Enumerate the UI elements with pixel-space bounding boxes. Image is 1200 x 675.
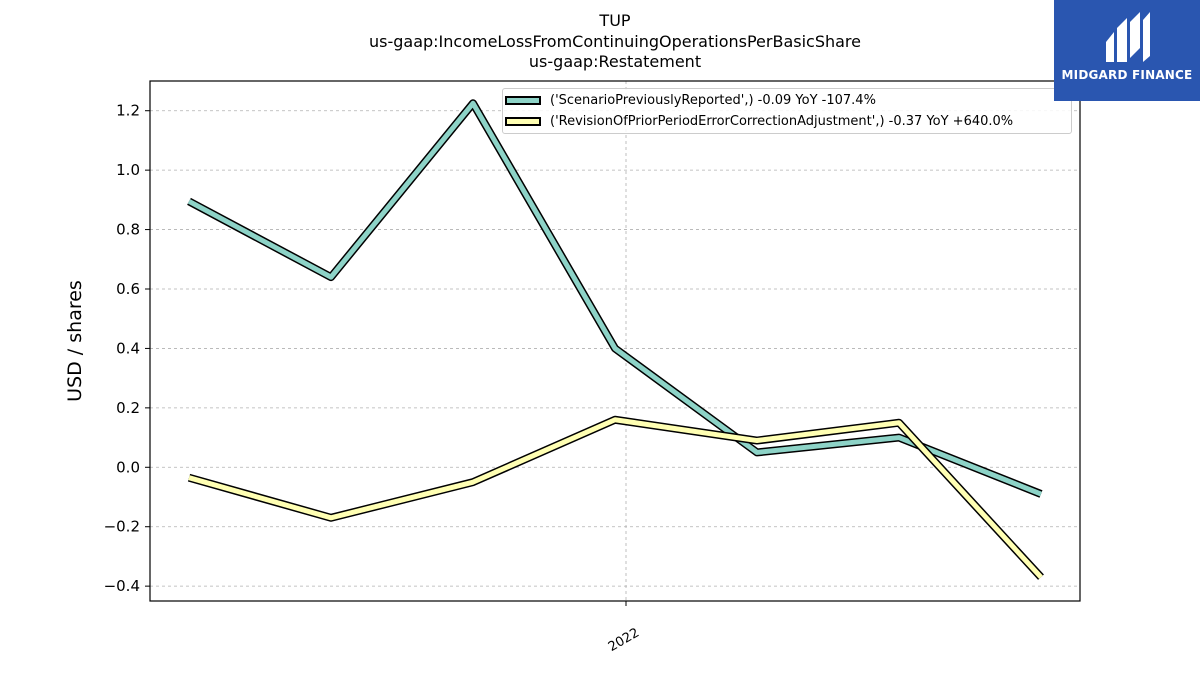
chart-title-ticker: TUP: [599, 11, 631, 30]
y-axis-label: USD / shares: [64, 280, 86, 402]
legend-label: ('RevisionOfPriorPeriodErrorCorrectionAd…: [550, 114, 1014, 129]
series-layer: [187, 99, 1044, 580]
plot-frame: [149, 80, 1081, 602]
chart-title-concept: us-gaap:IncomeLossFromContinuingOperatio…: [368, 32, 861, 51]
series-1-outline: [187, 415, 1044, 580]
y-tick-label: 0.8: [116, 221, 140, 239]
y-tick-label: 0.2: [116, 399, 140, 417]
ticks: −0.4 −0.2 0.0 0.2 0.4 0.6 0.8 1.0 1.2 2022: [104, 102, 642, 655]
y-tick-label: −0.4: [104, 577, 140, 595]
y-tick-label: 1.2: [116, 102, 140, 120]
x-tick-label: 2022: [606, 625, 642, 655]
y-tick-label: 0.6: [116, 280, 140, 298]
logo-mark-icon: [1106, 12, 1150, 62]
chart-title-axis: us-gaap:Restatement: [528, 52, 702, 71]
legend-swatch-yellow: [505, 117, 541, 126]
legend: ('ScenarioPreviouslyReported',) -0.09 Yo…: [502, 88, 1072, 134]
y-tick-label: 0.0: [116, 458, 140, 476]
y-tick-label: 0.4: [116, 339, 140, 357]
logo-text: MIDGARD FINANCE: [1061, 68, 1193, 82]
y-tick-label: −0.2: [104, 518, 140, 536]
midgard-finance-logo: MIDGARD FINANCE: [1054, 0, 1200, 101]
legend-swatch-teal: [505, 96, 541, 105]
legend-label: ('ScenarioPreviouslyReported',) -0.09 Yo…: [550, 93, 876, 108]
y-tick-label: 1.0: [116, 161, 140, 179]
